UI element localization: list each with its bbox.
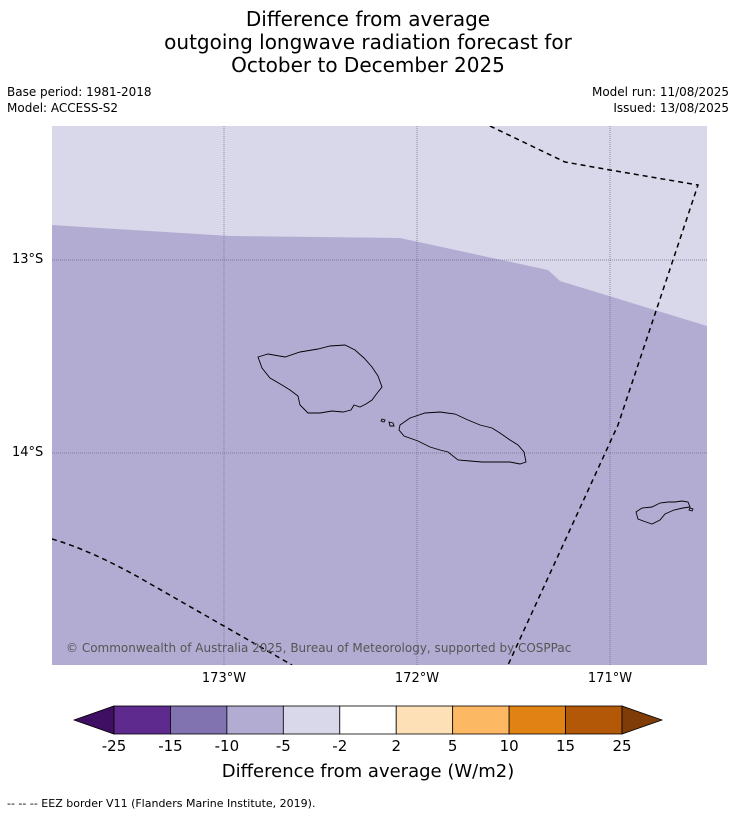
aunuu-islet <box>688 507 694 512</box>
colorbar-segment <box>508 705 566 735</box>
colorbar-segment <box>395 705 454 735</box>
colorbar-segment <box>170 705 228 735</box>
colorbar-segment <box>339 705 397 735</box>
colorbar-segment <box>113 705 171 735</box>
issued-date: Issued: 13/08/2025 <box>613 101 729 115</box>
colorbar-segment <box>226 705 284 735</box>
chart-title: Difference from average outgoing longwav… <box>0 8 736 77</box>
colorbar-arrow-low <box>72 705 115 735</box>
map-area <box>52 126 707 665</box>
colorbar-tick-label: -15 <box>158 737 183 755</box>
apolima-islet <box>380 418 386 423</box>
lat-label-13s: 13°S <box>12 252 44 267</box>
savaii-island <box>257 344 383 414</box>
colorbar-tick-label: 15 <box>556 737 576 755</box>
copyright-notice: © Commonwealth of Australia 2025, Bureau… <box>66 641 572 655</box>
eez-footnote: -- -- -- EEZ border V11 (Flanders Marine… <box>7 797 316 810</box>
tutuila-island <box>635 500 691 525</box>
colorbar-tick-label: -10 <box>214 737 240 755</box>
colorbar-segment <box>565 705 623 735</box>
manono-islet <box>388 421 395 427</box>
model-name: Model: ACCESS-S2 <box>7 101 119 115</box>
lon-label-172w: 172°W <box>394 671 440 686</box>
colorbar-tick-label: -2 <box>332 737 348 755</box>
model-run: Model run: 11/08/2025 <box>591 85 729 99</box>
eez-border <box>489 126 699 665</box>
lat-label-14s: 14°S <box>12 445 44 460</box>
meta-left: Base period: 1981-2018 Model: ACCESS-S2 <box>7 84 152 116</box>
lon-label-173w: 173°W <box>201 671 247 686</box>
eez-border-southwest <box>52 538 293 665</box>
main-anomaly-band <box>52 225 707 665</box>
colorbar-segment <box>452 705 510 735</box>
colorbar-tick-label: -25 <box>101 737 127 755</box>
colorbar-tick-label: 2 <box>391 737 401 755</box>
title-line-2: outgoing longwave radiation forecast for <box>164 30 572 54</box>
colorbar <box>72 705 664 735</box>
colorbar-tick-label: 5 <box>447 737 458 755</box>
colorbar-segment <box>282 705 341 735</box>
colorbar-tick-label: 25 <box>612 737 632 755</box>
meta-right: Model run: 11/08/2025 Issued: 13/08/2025 <box>592 84 729 116</box>
title-line-1: Difference from average <box>245 7 491 31</box>
upolu-island <box>398 411 527 465</box>
base-period: Base period: 1981-2018 <box>7 85 152 99</box>
colorbar-arrow-high <box>621 705 664 735</box>
colorbar-title: Difference from average (W/m2) <box>221 761 515 782</box>
title-line-3: October to December 2025 <box>231 53 505 77</box>
colorbar-tick-label: -5 <box>275 737 291 755</box>
lon-label-171w: 171°W <box>587 671 633 686</box>
colorbar-tick-label: 10 <box>499 737 519 755</box>
